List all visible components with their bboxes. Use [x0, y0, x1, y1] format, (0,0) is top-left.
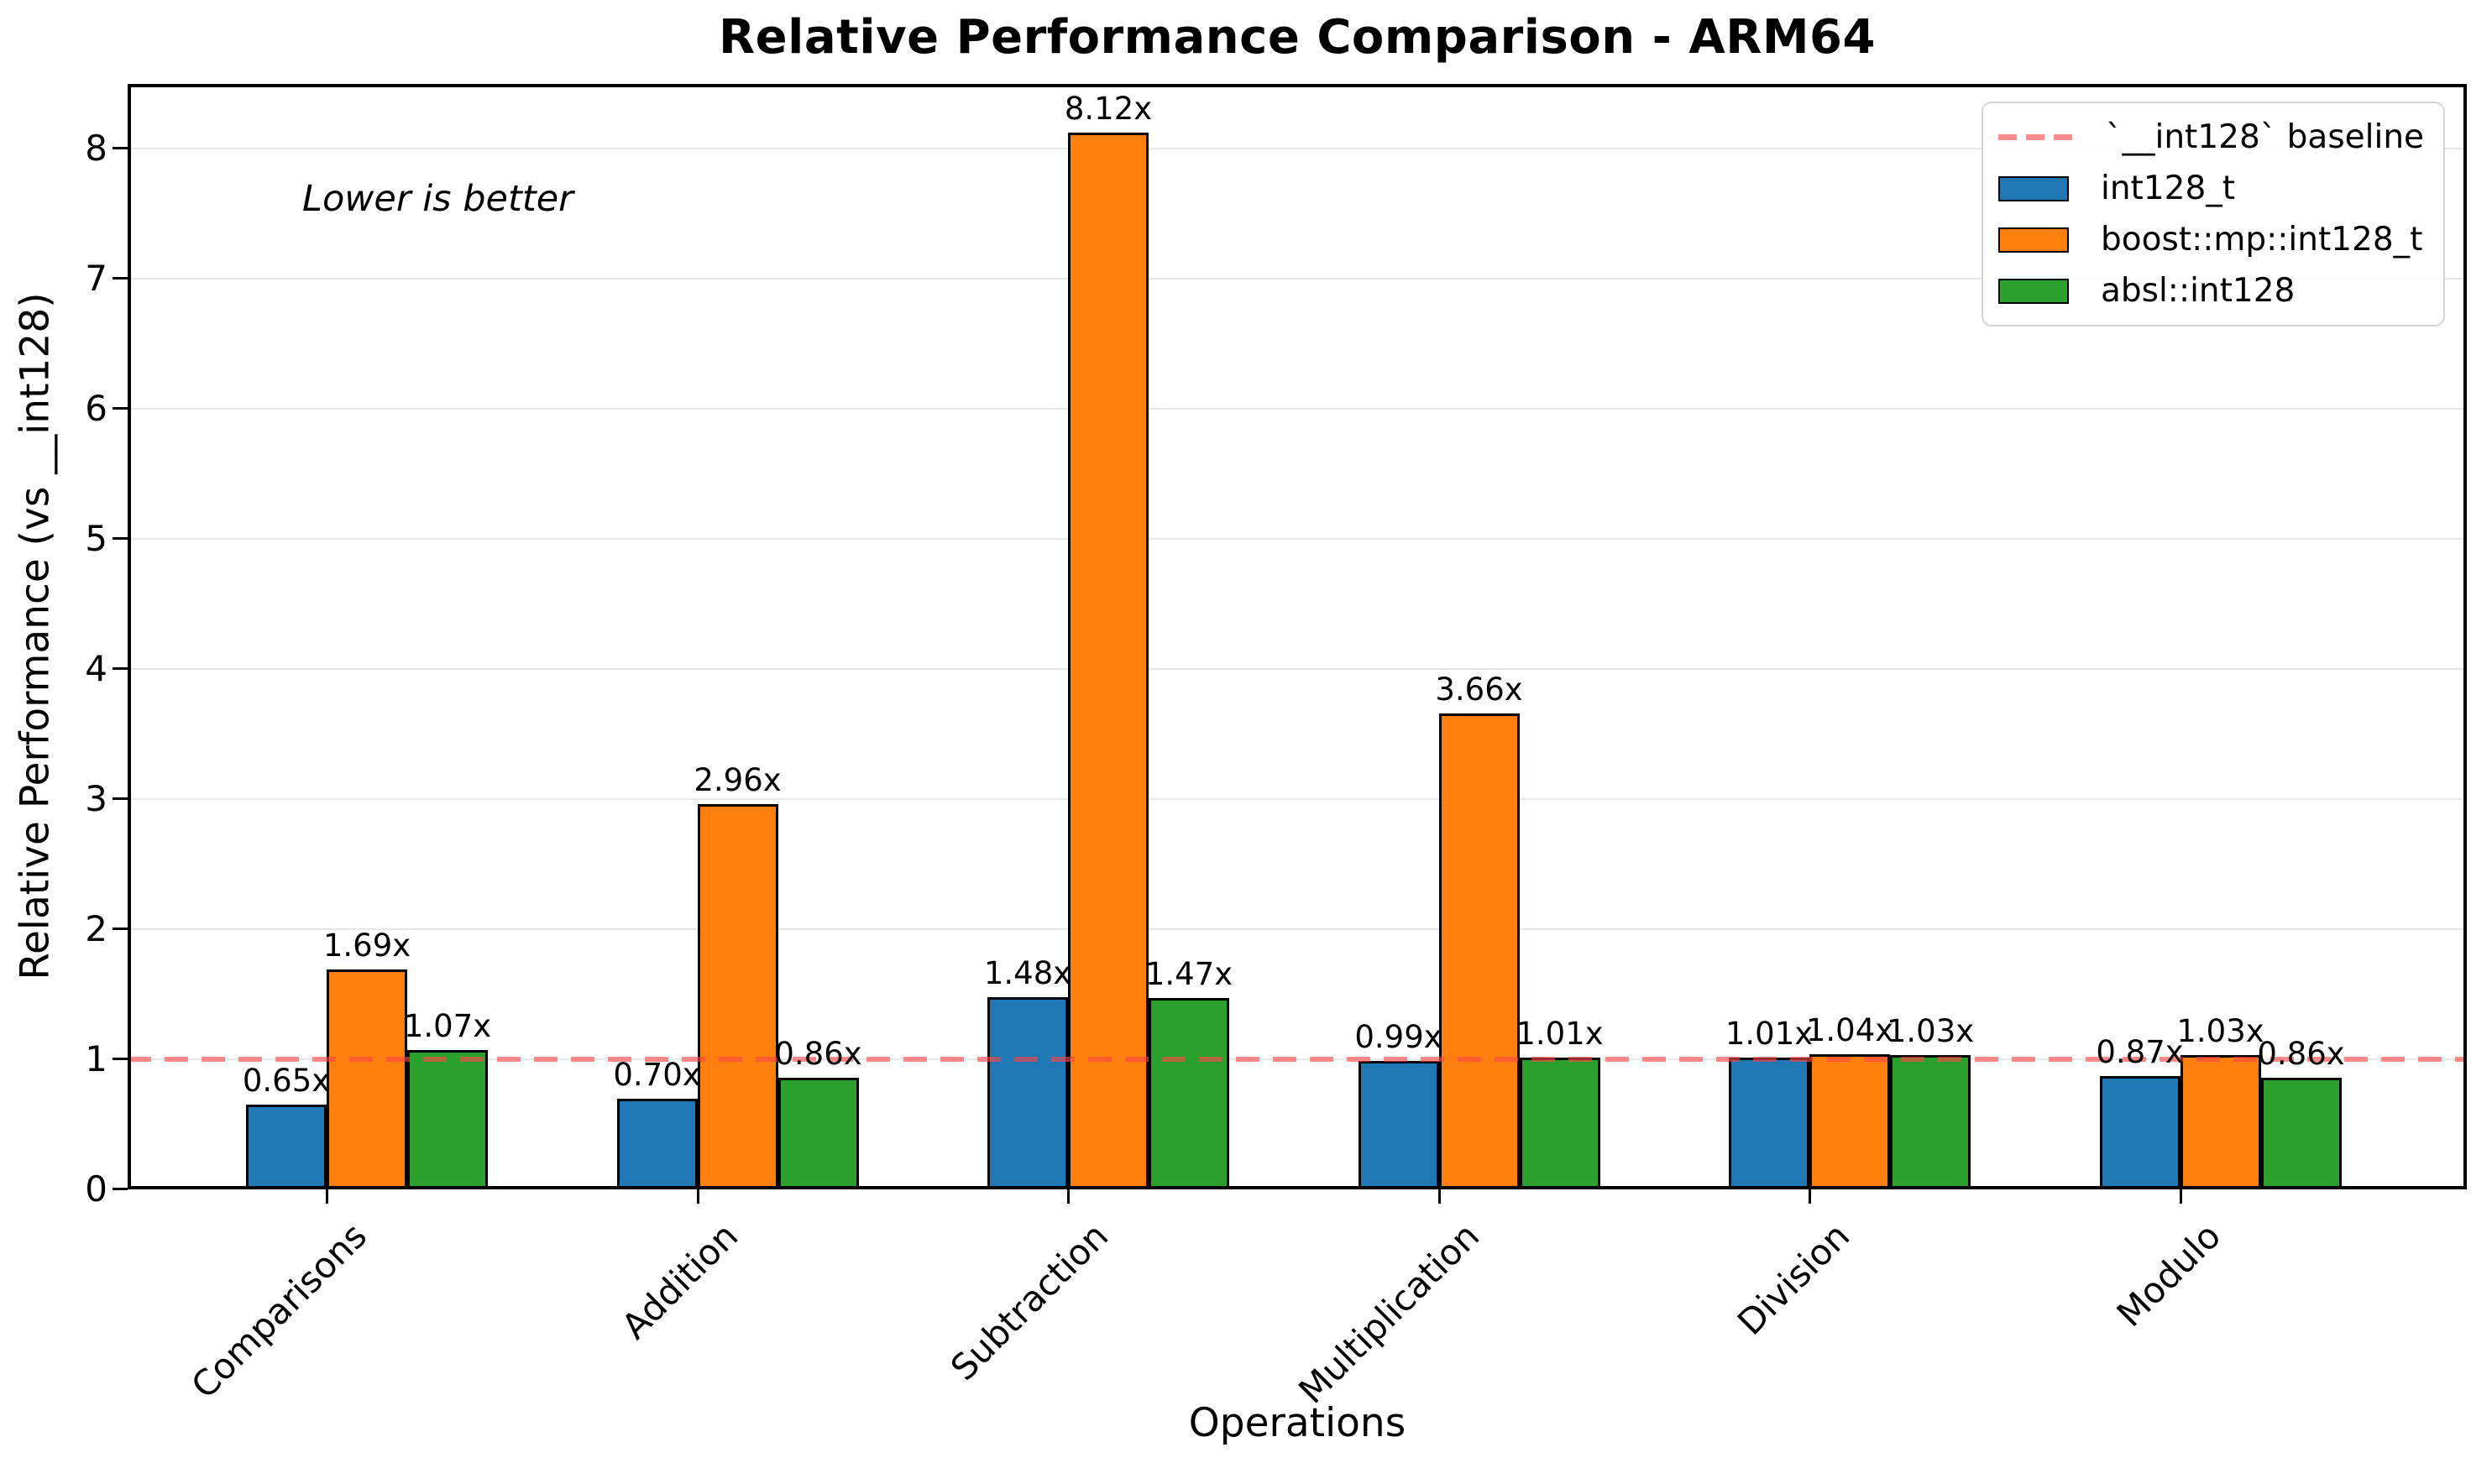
bar-value-label: 1.04x — [1805, 1011, 1894, 1048]
legend-color-swatch — [1998, 175, 2069, 201]
y-tick-mark — [113, 1058, 128, 1060]
bar-boost-mp-int128-t-subtraction — [1068, 133, 1149, 1189]
bar-value-label: 0.86x — [774, 1035, 862, 1072]
x-tick-mark — [2179, 1189, 2182, 1204]
y-tick-mark — [113, 537, 128, 540]
bar-int128-t-multiplication — [1358, 1060, 1439, 1189]
bar-value-label: 0.86x — [2257, 1035, 2345, 1072]
y-tick-label: 5 — [85, 518, 107, 559]
legend-label: boost::mp::int128_t — [2101, 221, 2423, 259]
y-tick-mark — [113, 147, 128, 149]
bar-absl-int128-subtraction — [1149, 998, 1229, 1189]
x-axis-line — [128, 1186, 2467, 1189]
baseline-dashed-line — [128, 1057, 2467, 1062]
bar-absl-int128-comparisons — [407, 1050, 488, 1189]
bar-value-label: 1.01x — [1516, 1016, 1604, 1053]
bar-value-label: 8.12x — [1064, 91, 1153, 128]
y-tick-mark — [113, 667, 128, 670]
gridline-y3 — [128, 798, 2467, 800]
legend-line-sample — [1998, 134, 2074, 140]
bar-value-label: 1.07x — [403, 1008, 492, 1045]
bar-value-label: 3.66x — [1435, 671, 1523, 708]
bar-int128-t-comparisons — [246, 1105, 327, 1189]
bar-value-label: 0.70x — [613, 1056, 701, 1093]
gridline-y2 — [128, 928, 2467, 930]
y-tick-label: 7 — [85, 258, 107, 299]
bar-absl-int128-division — [1890, 1055, 1971, 1189]
bar-boost-mp-int128-t-addition — [697, 804, 778, 1189]
legend-color-swatch — [1998, 227, 2069, 253]
x-tick-mark — [1067, 1189, 1070, 1204]
y-tick-label: 6 — [85, 388, 107, 429]
gridline-y5 — [128, 538, 2467, 540]
y-tick-mark — [113, 928, 128, 930]
bar-boost-mp-int128-t-modulo — [2180, 1055, 2261, 1189]
bar-value-label: 0.65x — [242, 1063, 331, 1100]
y-tick-label: 3 — [85, 778, 107, 819]
x-tick-mark — [1809, 1189, 1811, 1204]
bar-int128-t-modulo — [2099, 1076, 2180, 1189]
legend-item: boost::mp::int128_t — [1998, 215, 2428, 265]
y-tick-mark — [113, 407, 128, 410]
spine-top — [128, 84, 2467, 87]
bar-value-label: 1.03x — [2176, 1013, 2264, 1050]
x-axis-title: Operations — [1188, 1400, 1406, 1446]
bar-value-label: 1.03x — [1886, 1013, 1975, 1050]
gridline-y4 — [128, 668, 2467, 670]
legend-item: `__int128` baseline — [1998, 112, 2428, 163]
spine-right — [2463, 84, 2467, 1189]
x-tick-mark — [696, 1189, 699, 1204]
bar-value-label: 0.99x — [1354, 1018, 1442, 1055]
bar-value-label: 1.01x — [1725, 1016, 1814, 1053]
bar-boost-mp-int128-t-comparisons — [327, 969, 407, 1189]
bar-value-label: 1.47x — [1144, 956, 1233, 993]
bar-value-label: 2.96x — [694, 762, 782, 799]
annotation-note: Lower is better — [302, 178, 573, 220]
y-tick-label: 8 — [85, 128, 107, 169]
y-tick-label: 0 — [85, 1168, 107, 1210]
bar-int128-t-division — [1729, 1058, 1809, 1189]
bar-int128-t-subtraction — [987, 996, 1068, 1189]
legend-label: int128_t — [2101, 170, 2236, 207]
legend-color-swatch — [1998, 278, 2069, 304]
bar-value-label: 0.87x — [2096, 1034, 2184, 1071]
y-tick-mark — [113, 277, 128, 280]
bar-absl-int128-modulo — [2260, 1077, 2342, 1189]
bar-absl-int128-addition — [777, 1077, 859, 1189]
y-tick-label: 2 — [85, 908, 107, 949]
y-tick-mark — [113, 1188, 128, 1190]
x-tick-mark — [1437, 1189, 1441, 1204]
gridline-y6 — [128, 408, 2467, 410]
bar-boost-mp-int128-t-multiplication — [1438, 713, 1520, 1189]
x-tick-mark — [326, 1189, 328, 1204]
bar-value-label: 1.48x — [983, 954, 1072, 991]
bar-boost-mp-int128-t-division — [1809, 1053, 1890, 1189]
bar-absl-int128-multiplication — [1519, 1058, 1600, 1189]
y-tick-label: 1 — [85, 1038, 107, 1079]
legend-label: `__int128` baseline — [2106, 118, 2425, 156]
y-tick-label: 4 — [85, 648, 107, 689]
gridline-y7 — [128, 278, 2467, 280]
y-axis-line — [128, 84, 131, 1189]
legend-item: absl::int128 — [1998, 266, 2428, 316]
legend-label: absl::int128 — [2101, 272, 2296, 310]
legend-item: int128_t — [1998, 164, 2428, 214]
gridline-y8 — [128, 148, 2467, 149]
y-tick-mark — [113, 797, 128, 800]
bar-value-label: 1.69x — [322, 928, 411, 964]
chart-title: Relative Performance Comparison - ARM64 — [719, 10, 1876, 65]
bar-int128-t-addition — [616, 1098, 698, 1189]
